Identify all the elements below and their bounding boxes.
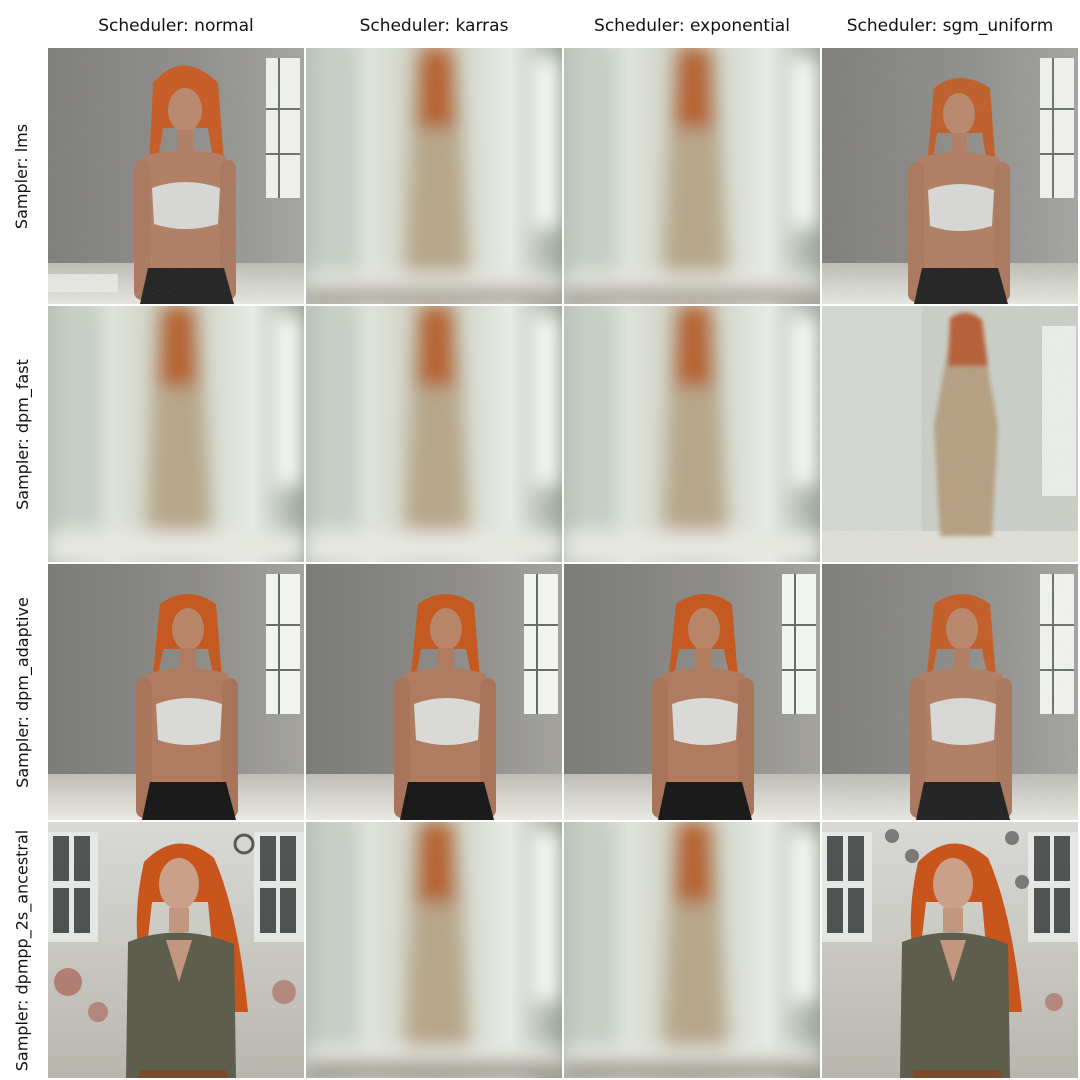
portrait-noisy-image [822, 306, 1078, 562]
grid-image-lms-karras [306, 48, 562, 304]
portrait-blurred-image [564, 306, 820, 562]
row-label: Sampler: dpm_fast [12, 358, 32, 510]
grid-image-lms-sgm-uniform [822, 48, 1078, 304]
row-label: Sampler: dpmpp_2s_ancestral [12, 829, 32, 1071]
grid-image-dpmpp-2s-ancestral-exponential [564, 822, 820, 1078]
row-label: Sampler: lms [12, 123, 32, 229]
row-header-dpmpp-2s-ancestral: Sampler: dpmpp_2s_ancestral [0, 822, 44, 1078]
portrait-blurred-image [564, 822, 820, 1078]
portrait-blurred-image [306, 822, 562, 1078]
grid-image-dpmpp-2s-ancestral-karras [306, 822, 562, 1078]
portrait-industrial-image [48, 822, 304, 1078]
grid-image-dpm-adaptive-karras [306, 564, 562, 820]
grid-image-dpm-fast-normal [48, 306, 304, 562]
column-header-karras: Scheduler: karras [359, 16, 509, 36]
grid-image-dpmpp-2s-ancestral-sgm-uniform [822, 822, 1078, 1078]
grid-image-lms-exponential [564, 48, 820, 304]
row-label: Sampler: dpm_adaptive [12, 596, 32, 788]
portrait-sharp-image [48, 48, 304, 304]
column-header-normal: Scheduler: normal [98, 16, 254, 36]
portrait-blurred-image [564, 48, 820, 304]
portrait-blurred-image [48, 306, 304, 562]
column-header-sgm-uniform: Scheduler: sgm_uniform [846, 16, 1054, 36]
column-header-exponential: Scheduler: exponential [594, 16, 790, 36]
portrait-sharp-image [564, 564, 820, 820]
portrait-blurred-image [306, 48, 562, 304]
portrait-sharp-image [822, 48, 1078, 304]
portrait-industrial-image [822, 822, 1078, 1078]
portrait-sharp-image [306, 564, 562, 820]
row-header-dpm-fast: Sampler: dpm_fast [0, 306, 44, 562]
row-header-lms: Sampler: lms [0, 48, 44, 304]
grid-image-dpmpp-2s-ancestral-normal [48, 822, 304, 1078]
portrait-blurred-image [306, 306, 562, 562]
grid-image-dpm-adaptive-exponential [564, 564, 820, 820]
portrait-sharp-image [48, 564, 304, 820]
grid-image-dpm-adaptive-sgm-uniform [822, 564, 1078, 820]
row-header-dpm-adaptive: Sampler: dpm_adaptive [0, 564, 44, 820]
grid-image-dpm-fast-sgm-uniform [822, 306, 1078, 562]
grid-image-lms-normal [48, 48, 304, 304]
grid-image-dpm-fast-karras [306, 306, 562, 562]
grid-image-dpm-fast-exponential [564, 306, 820, 562]
portrait-sharp-image [822, 564, 1078, 820]
grid-image-dpm-adaptive-normal [48, 564, 304, 820]
